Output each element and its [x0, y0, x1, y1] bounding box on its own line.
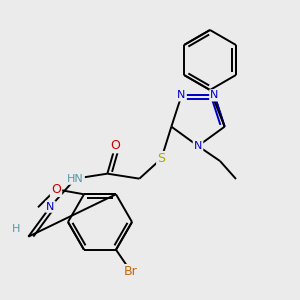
Text: N: N — [194, 141, 202, 151]
Text: O: O — [110, 139, 120, 152]
Text: N: N — [46, 202, 55, 212]
Text: H: H — [12, 224, 21, 234]
Text: HN: HN — [67, 174, 84, 184]
Text: S: S — [158, 152, 165, 165]
Text: N: N — [210, 90, 219, 100]
Text: O: O — [51, 183, 61, 196]
Text: Br: Br — [124, 265, 138, 278]
Text: N: N — [177, 90, 186, 100]
